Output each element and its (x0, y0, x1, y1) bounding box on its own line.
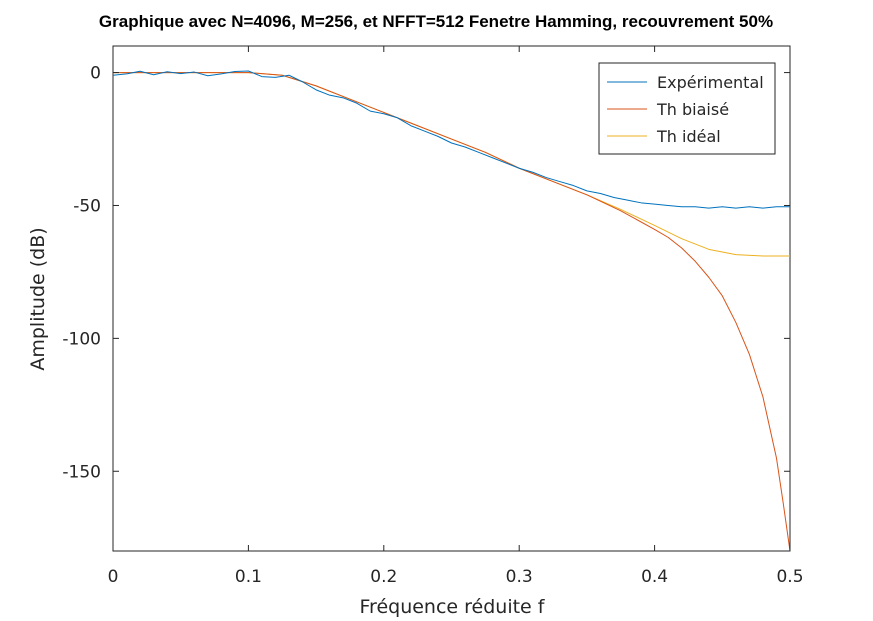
y-tick-label: 0 (90, 64, 101, 84)
y-tick-label: -100 (62, 329, 101, 349)
ticks-layer: 0 0.1 0.2 0.3 0.4 0.5 0 -50 -100 -150 (62, 46, 804, 587)
x-axis-label: Fréquence réduite f (360, 596, 546, 618)
chart-title: Graphique avec N=4096, M=256, et NFFT=51… (99, 12, 773, 31)
legend-label: Th idéal (656, 127, 721, 146)
x-tick-label: 0.1 (235, 567, 262, 587)
series-line-2 (113, 72, 791, 552)
x-tick-label: 0.4 (641, 567, 668, 587)
legend-label: Expérimental (657, 73, 764, 92)
x-tick-label: 0.5 (776, 567, 803, 587)
x-tick-label: 0.3 (506, 567, 533, 587)
series-line-1 (112, 70, 790, 209)
y-tick-label: -50 (73, 196, 101, 216)
legend: Expérimental Th biaisé Th idéal (598, 62, 776, 155)
series-layer (112, 70, 791, 552)
y-axis-label: Amplitude (dB) (27, 227, 49, 370)
x-tick-label: 0.2 (370, 567, 397, 587)
y-tick-label: -150 (62, 462, 101, 482)
legend-label: Th biaisé (656, 100, 729, 119)
x-tick-label: 0 (108, 567, 119, 587)
